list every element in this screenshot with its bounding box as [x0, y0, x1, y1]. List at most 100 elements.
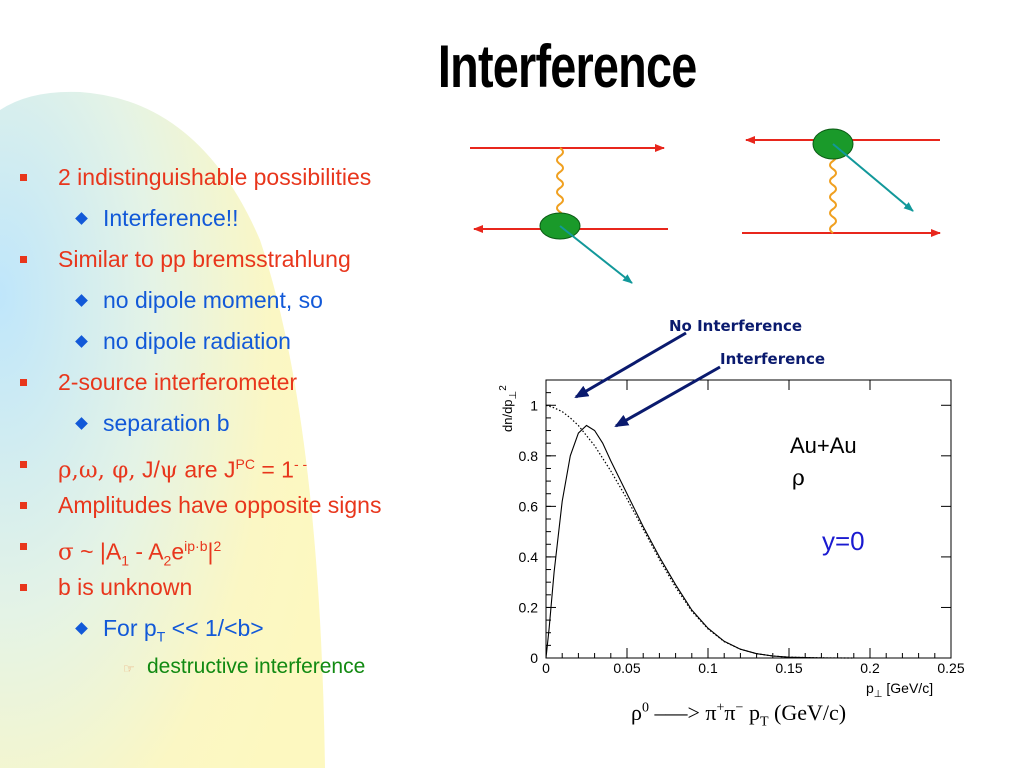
x-axis-label-main: p [866, 680, 874, 696]
bullet-item: Interference!! [75, 204, 239, 232]
square-bullet-icon [20, 174, 27, 181]
bullet-text: separation b [103, 410, 230, 436]
bullet-item: 2-source interferometer [20, 368, 298, 396]
slide-title: Interference [437, 33, 697, 100]
bullet-text: Amplitudes have opposite signs [58, 492, 382, 518]
caption-pi: π [724, 700, 736, 725]
decay-caption: ρ0 –—> π+π− pT (GeV/c) [631, 700, 846, 730]
bullet-item: no dipole radiation [75, 327, 291, 355]
bullet-item: 2 indistinguishable possibilities [20, 163, 372, 191]
bullet-text: Interference!! [103, 205, 239, 231]
bullet-text-greek: ρ,ω, φ, [58, 457, 136, 484]
x-tick-label: 0.15 [775, 660, 802, 676]
y-tick-label: 1 [530, 397, 538, 413]
x-tick-label: 0.25 [937, 660, 964, 676]
caption-sup: − [735, 700, 744, 716]
y-tick-label: 0.2 [519, 599, 539, 615]
square-bullet-icon [20, 584, 27, 591]
caption-pi: π [705, 700, 717, 725]
y-tick-label: 0.8 [519, 448, 539, 464]
x-axis-label: p⊥ [GeV/c] [866, 680, 933, 700]
pion-line [832, 143, 914, 212]
arrow-interference [614, 365, 721, 428]
bullet-text: ~ |A [73, 538, 122, 565]
y-tick-label: 0.4 [519, 549, 539, 565]
bullet-item: b is unknown [20, 573, 193, 601]
bullet-text: destructive interference [147, 655, 366, 678]
bullet-text: e [171, 538, 185, 565]
y-axis-label: dn/dp⊥2 [498, 385, 519, 432]
y-tick-label: 0.6 [519, 498, 539, 514]
pointing-hand-icon: ☞ [123, 661, 135, 676]
chart-axes: 0 0.05 0.1 0.15 0.2 0.25 0 0.2 0.4 0.6 0.8 1 [519, 379, 965, 676]
caption-sup: + [716, 700, 725, 716]
bullet-item: Similar to pp bremsstrahlung [20, 245, 351, 273]
bullet-text: no dipole radiation [103, 328, 291, 354]
x-tick-label: 0.05 [613, 660, 640, 676]
x-axis-label-sub: ⊥ [874, 689, 883, 700]
series-line-interference [545, 424, 854, 659]
bullet-superscript: - - [293, 456, 308, 472]
bullet-text: | [207, 538, 214, 565]
bullet-text: 2 indistinguishable possibilities [58, 164, 372, 190]
x-tick-label: 0 [542, 660, 550, 676]
arrow-no-interference [574, 331, 687, 399]
photon-line [829, 152, 837, 234]
bullet-text: = 1 [254, 456, 294, 483]
bullet-text-sigma: σ [58, 539, 74, 566]
y-axis-label-sup: 2 [498, 385, 509, 391]
bullet-text: << 1/<b> [165, 615, 264, 641]
bullet-text: no dipole moment, so [103, 287, 323, 313]
bullet-text: For p [103, 615, 157, 641]
caption-arrow: –—> [648, 700, 706, 725]
bullet-superscript: 2 [213, 538, 222, 554]
square-bullet-icon [20, 502, 27, 509]
bullet-subscript: 1 [121, 552, 130, 569]
bullet-text: - A [129, 538, 164, 565]
caption-sup: 0 [641, 700, 649, 716]
particle-label: ρ [792, 466, 805, 491]
bullet-subscript: T [156, 628, 166, 645]
bullet-subscript: 2 [163, 552, 172, 569]
bullet-item: no dipole moment, so [75, 286, 323, 314]
chart-series [545, 404, 854, 659]
square-bullet-icon [20, 461, 27, 468]
bullet-text: b is unknown [58, 574, 193, 600]
bullet-text-psi: ψ [159, 457, 178, 484]
bullet-text: 2-source interferometer [58, 369, 298, 395]
bullet-item: separation b [75, 409, 230, 437]
pion-line [559, 225, 633, 284]
caption-unit: (GeV/c) [768, 700, 847, 725]
bullet-item: ρ,ω, φ, J/ψ are JPC = 1- - [20, 450, 308, 485]
caption-sub: T [759, 714, 769, 730]
square-bullet-icon [20, 543, 27, 550]
bullet-item: σ ~ |A1 - A2eip·b|2 [20, 532, 222, 574]
square-bullet-icon [20, 256, 27, 263]
system-label: Au+Au [790, 433, 857, 458]
y-tick-label: 0 [530, 650, 538, 666]
bullet-superscript: PC [235, 456, 255, 472]
annotation-interference: Interference [720, 350, 826, 368]
diagram-left [470, 144, 668, 284]
bullet-item: For pT << 1/<b> [75, 614, 264, 651]
square-bullet-icon [20, 379, 27, 386]
rapidity-label: y=0 [822, 526, 865, 556]
bullet-item: ☞ destructive interference [123, 653, 366, 681]
diagram-right [742, 128, 941, 237]
caption-pt: p [743, 700, 760, 725]
y-axis-label-main: dn/dp [500, 399, 515, 432]
bullet-superscript: ip·b [184, 538, 208, 554]
bullet-text: J/ [135, 456, 160, 483]
bullet-text: Similar to pp bremsstrahlung [58, 246, 351, 272]
x-tick-label: 0.2 [860, 660, 880, 676]
plot-frame [545, 379, 952, 659]
bullet-item: Amplitudes have opposite signs [20, 491, 382, 519]
caption-rho: ρ [631, 700, 642, 725]
bullet-text: are J [177, 456, 236, 483]
x-tick-label: 0.1 [698, 660, 718, 676]
annotation-no-interference: No Interference [669, 317, 803, 335]
y-axis-label-sub: ⊥ [508, 391, 519, 400]
x-axis-label-unit: [GeV/c] [883, 680, 934, 696]
